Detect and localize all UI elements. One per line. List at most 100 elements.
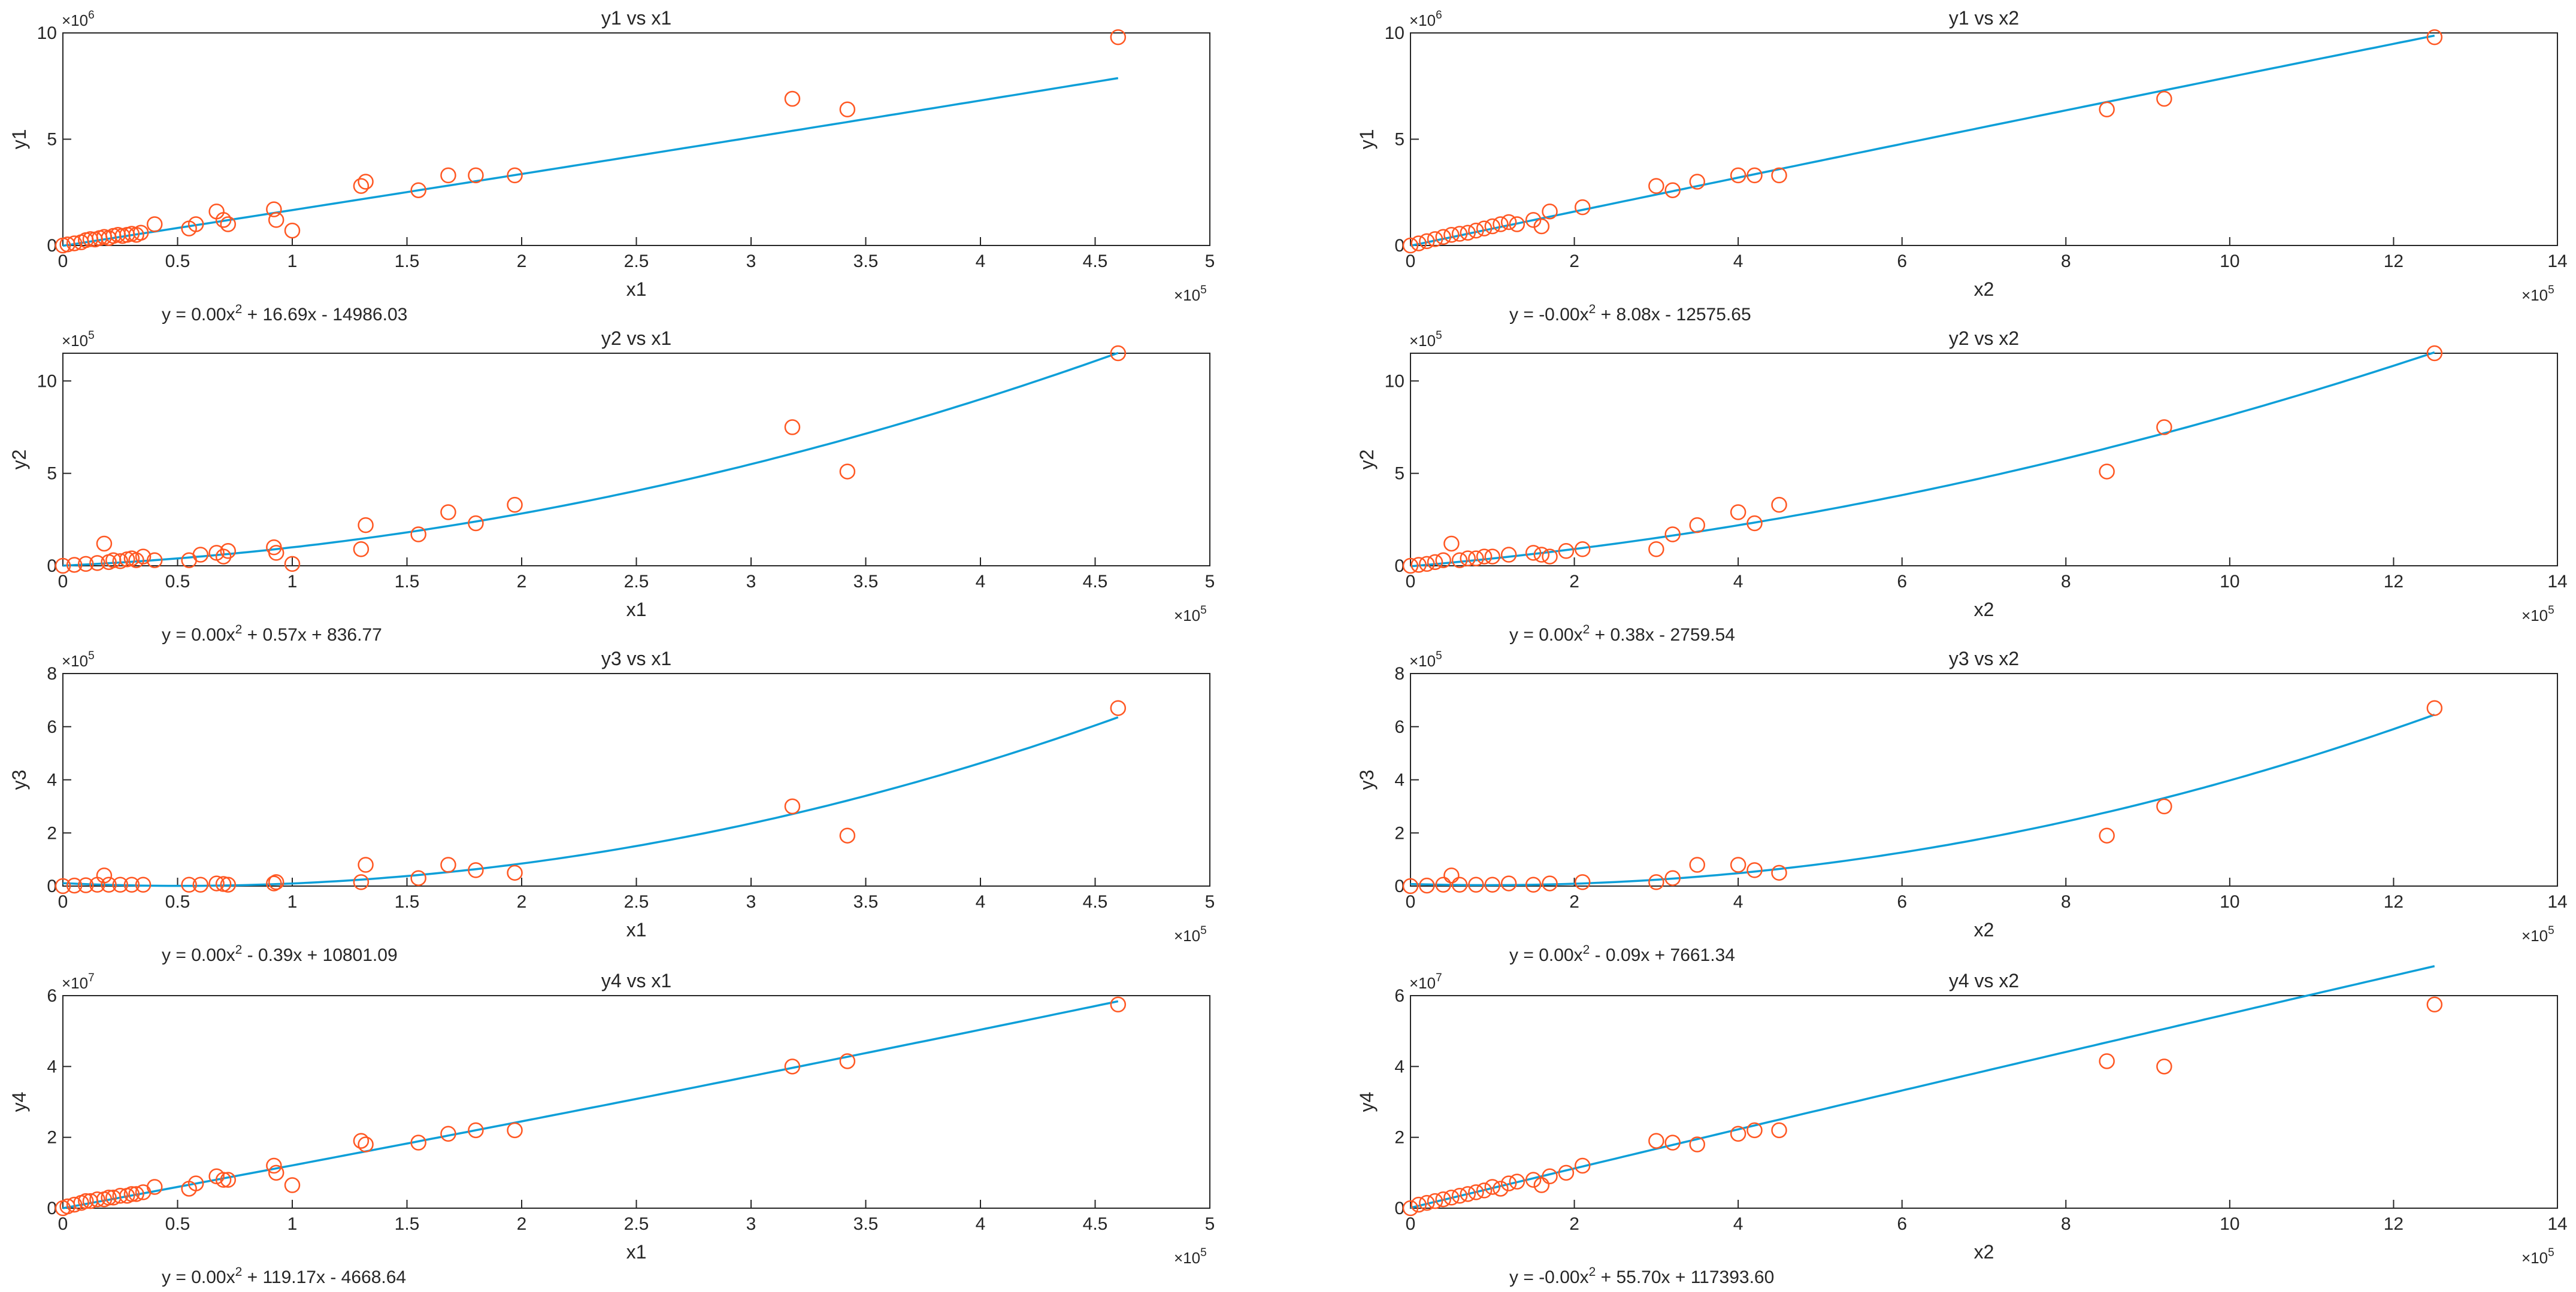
data-point [2156, 1059, 2172, 1075]
x-tick-label: 3 [746, 1214, 756, 1234]
data-point [1575, 541, 1591, 557]
data-point [220, 216, 237, 232]
y-exponent: ×105 [62, 650, 95, 670]
data-point [66, 557, 83, 573]
x-exponent: ×105 [2521, 924, 2554, 945]
data-point [2156, 798, 2172, 815]
data-point [410, 526, 426, 542]
data-point [2426, 345, 2443, 362]
data-point [784, 419, 801, 435]
data-point [1771, 167, 1787, 184]
data-point [1451, 226, 1468, 242]
y-axis-label: y3 [8, 770, 30, 790]
data-point [146, 552, 163, 568]
fit-line [62, 351, 1119, 567]
data-point [1443, 1190, 1460, 1206]
data-point [1451, 552, 1468, 568]
data-point [112, 877, 128, 893]
equation-exponent: 2 [235, 943, 243, 957]
data-point [1500, 875, 1517, 891]
data-point [1110, 700, 1127, 716]
x-tick-label: 4 [976, 251, 986, 271]
data-point [1648, 1133, 1664, 1149]
y-tick-label: 4 [1394, 1057, 1404, 1076]
data-point [1460, 1186, 1476, 1202]
data-point [1460, 550, 1476, 566]
y-tick-label: 8 [47, 664, 57, 684]
x-tick-label: 4 [1733, 1214, 1743, 1234]
fit-line [1410, 714, 2435, 887]
x-tick-label: 1.5 [395, 572, 420, 592]
data-point [181, 877, 197, 893]
equation-exponent: 2 [235, 302, 243, 316]
data-point [187, 216, 204, 232]
data-point [1509, 1173, 1525, 1190]
data-point [1500, 214, 1517, 231]
data-point [1648, 178, 1664, 194]
data-point [1443, 868, 1460, 884]
x-tick-label: 2 [517, 892, 527, 912]
chart-panel-4: 0 2 4 6 8 10 12 14 0 5 10 ×105 ×105 y2 vs x2 x2 y2 y = 0… [1356, 327, 2568, 645]
chart-title: y1 vs x2 [1949, 7, 2019, 29]
x-tick-label: 6 [1897, 251, 1907, 271]
data-point [215, 212, 232, 228]
x-tick-label: 3 [746, 251, 756, 271]
x-tick-label: 5 [1205, 892, 1215, 912]
x-tick-label: 0 [1406, 1214, 1416, 1234]
y-axis-label: y4 [8, 1092, 30, 1112]
y-tick-label: 2 [47, 1128, 57, 1148]
x-exponent: ×105 [2521, 604, 2554, 624]
data-point [1648, 874, 1664, 890]
axes-box [1410, 32, 2558, 246]
data-point [2099, 101, 2115, 118]
equation-exponent: 2 [235, 1265, 243, 1279]
x-tick-label: 1.5 [395, 1214, 420, 1234]
data-point [1110, 345, 1127, 362]
y-exponent-power: 7 [1436, 972, 1442, 984]
data-point [101, 1190, 117, 1206]
data-point [1419, 556, 1435, 572]
data-point [468, 167, 484, 184]
y-tick-label: 8 [1394, 664, 1404, 684]
data-point [66, 877, 83, 894]
x-exponent: ×105 [1174, 924, 1207, 945]
data-point [284, 1177, 301, 1193]
y-tick-label: 6 [1394, 986, 1404, 1006]
axes-box [62, 32, 1210, 246]
data-point [1451, 877, 1468, 893]
data-point [132, 225, 149, 241]
x-tick-label: 3.5 [853, 572, 879, 592]
x-tick-label: 8 [2061, 251, 2071, 271]
data-point [268, 212, 284, 228]
data-point [146, 1179, 163, 1195]
data-point [2099, 827, 2115, 844]
data-point [266, 1157, 282, 1174]
x-axis-label: x2 [1974, 599, 1994, 620]
data-point [507, 496, 523, 513]
x-tick-label: 3.5 [853, 892, 879, 912]
data-point [135, 877, 152, 893]
data-point [358, 174, 374, 190]
data-point [78, 556, 94, 572]
y-tick-label: 0 [47, 556, 57, 576]
data-point [112, 1188, 128, 1204]
equation-text: y = 0.00x2 + 119.17x - 4668.64 [162, 1265, 406, 1287]
data-point [1476, 548, 1493, 565]
y-tick-label: 0 [47, 236, 57, 256]
data-point [1460, 225, 1476, 241]
data-point [358, 857, 374, 873]
x-tick-label: 3.5 [853, 1214, 879, 1234]
x-tick-label: 4 [1733, 251, 1743, 271]
data-point [1427, 554, 1443, 571]
x-tick-label: 1 [287, 251, 298, 271]
data-point [1533, 1177, 1550, 1193]
x-exponent-power: 5 [1200, 604, 1207, 617]
x-tick-label: 12 [2384, 572, 2404, 592]
data-point [2426, 700, 2443, 716]
y-tick-label: 4 [1394, 771, 1404, 790]
y-exponent: ×105 [1409, 329, 1442, 350]
x-tick-label: 0.5 [165, 1214, 190, 1234]
data-point [507, 167, 523, 184]
data-point [1451, 1188, 1468, 1204]
x-exponent-power: 5 [1200, 284, 1207, 296]
